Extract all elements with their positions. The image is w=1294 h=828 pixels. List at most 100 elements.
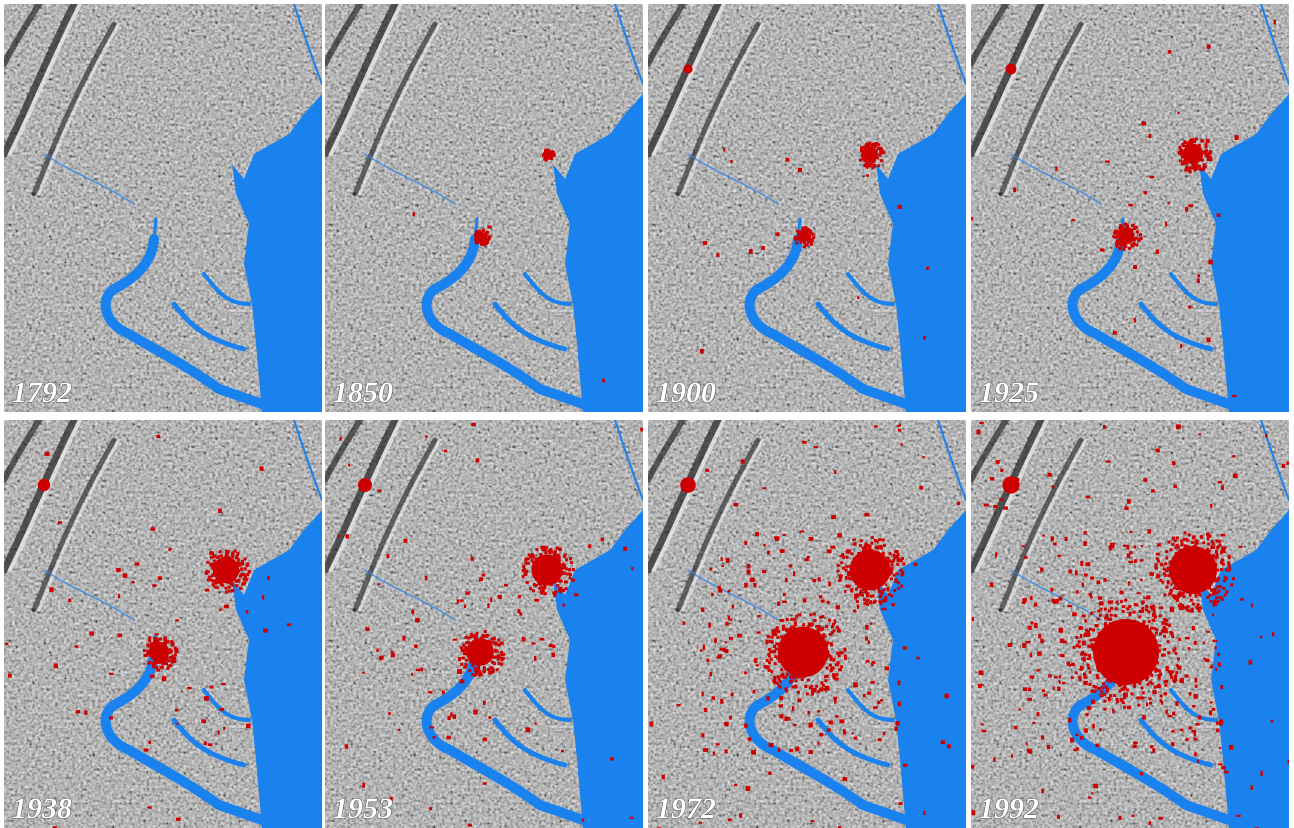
urban-pixel (1110, 600, 1113, 603)
urban-pixel (777, 675, 780, 678)
urban-pixel (339, 437, 341, 441)
urban-pixel (808, 622, 811, 625)
urban-pixel (1199, 168, 1202, 171)
urban-pixel (774, 662, 777, 665)
urban-pixel (1119, 683, 1122, 686)
urban-pixel (1215, 539, 1218, 542)
urban-pixel (1116, 647, 1119, 650)
urban-pixel (457, 669, 462, 674)
urban-pixel (212, 580, 215, 583)
urban-pixel (790, 626, 793, 629)
urban-pixel (984, 504, 989, 507)
urban-pixel (1092, 629, 1095, 632)
urban-pixel (1195, 592, 1198, 595)
urban-pixel (858, 571, 863, 574)
urban-pixel (415, 618, 420, 623)
urban-pixel (210, 686, 214, 689)
urban-pixel (1141, 686, 1144, 689)
urban-pixel (1208, 260, 1212, 265)
urban-pixel (817, 630, 820, 633)
urban-pixel (1205, 155, 1208, 158)
urban-pixel (489, 642, 492, 645)
urban-pixel (806, 692, 809, 695)
urban-pixel (1106, 690, 1109, 693)
urban-pixel (866, 564, 869, 567)
urban-pixel (1199, 433, 1201, 435)
urban-pixel (739, 813, 742, 818)
urban-pixel (779, 714, 783, 718)
urban-pixel (1054, 676, 1058, 678)
urban-pixel (875, 546, 880, 550)
urban-pixel (535, 557, 538, 560)
urban-pixel (553, 645, 556, 648)
urban-pixel (744, 671, 747, 674)
urban-pixel (837, 628, 840, 631)
urban-pixel (706, 659, 709, 663)
urban-pixel (168, 548, 171, 551)
urban-pixel (896, 550, 899, 553)
urban-pixel (766, 665, 770, 668)
urban-pixel (555, 556, 558, 559)
urban-pixel (725, 749, 728, 753)
urban-pixel (1157, 543, 1161, 546)
urban-pixel (807, 625, 810, 628)
urban-pixel (429, 726, 434, 728)
urban-pixel (1114, 639, 1117, 642)
urban-pixel (981, 723, 984, 725)
urban-pixel (875, 142, 878, 145)
urban-pixel (551, 561, 554, 564)
urban-pixel (1191, 166, 1194, 169)
terrain (648, 4, 966, 412)
urban-pixel (1226, 590, 1229, 593)
urban-pixel (147, 806, 151, 808)
urban-pixel (1079, 626, 1082, 629)
urban-pixel (779, 619, 782, 622)
urban-pixel (1173, 586, 1176, 589)
town (1006, 64, 1017, 75)
urban-pixel (799, 645, 802, 648)
urban-pixel (1069, 664, 1071, 667)
urban-pixel (244, 567, 247, 570)
urban-pixel (1050, 588, 1053, 592)
urban-pixel (1185, 207, 1188, 212)
urban-pixel (1136, 644, 1139, 647)
urban-pixel (723, 648, 726, 652)
urban-pixel (232, 564, 235, 567)
urban-pixel (811, 651, 814, 654)
urban-pixel (1013, 188, 1016, 192)
map-panel: 1792 (4, 4, 322, 412)
urban-pixel (858, 561, 861, 564)
urban-pixel (144, 748, 149, 751)
urban-pixel (1096, 624, 1099, 627)
urban-pixel (1282, 464, 1285, 468)
urban-pixel (433, 736, 436, 738)
urban-pixel (755, 532, 759, 536)
urban-pixel (1227, 561, 1230, 564)
urban-pixel (866, 578, 869, 581)
urban-pixel (859, 544, 862, 547)
urban-pixel (1288, 760, 1289, 764)
urban-pixel (1098, 596, 1102, 599)
urban-pixel (469, 646, 472, 649)
urban-pixel (219, 608, 221, 611)
urban-pixel (476, 632, 479, 635)
urban-pixel (1121, 670, 1124, 673)
urban-pixel (631, 567, 633, 570)
urban-pixel (1184, 570, 1187, 573)
urban-pixel (548, 549, 551, 552)
urban-pixel (1251, 785, 1253, 790)
urban-pixel (218, 730, 220, 734)
urban-pixel (565, 558, 568, 561)
urban-pixel (1195, 559, 1198, 562)
urban-pixel (1094, 686, 1097, 689)
urban-pixel (159, 638, 162, 641)
urban-pixel (775, 232, 779, 236)
urban-pixel (1152, 619, 1155, 621)
urban-pixel (857, 552, 860, 555)
urban-pixel (878, 586, 880, 590)
urban-pixel (776, 657, 779, 660)
urban-pixel (1134, 603, 1137, 606)
urban-pixel (1100, 248, 1105, 251)
urban-pixel (710, 672, 712, 677)
urban-pixel (216, 556, 219, 559)
